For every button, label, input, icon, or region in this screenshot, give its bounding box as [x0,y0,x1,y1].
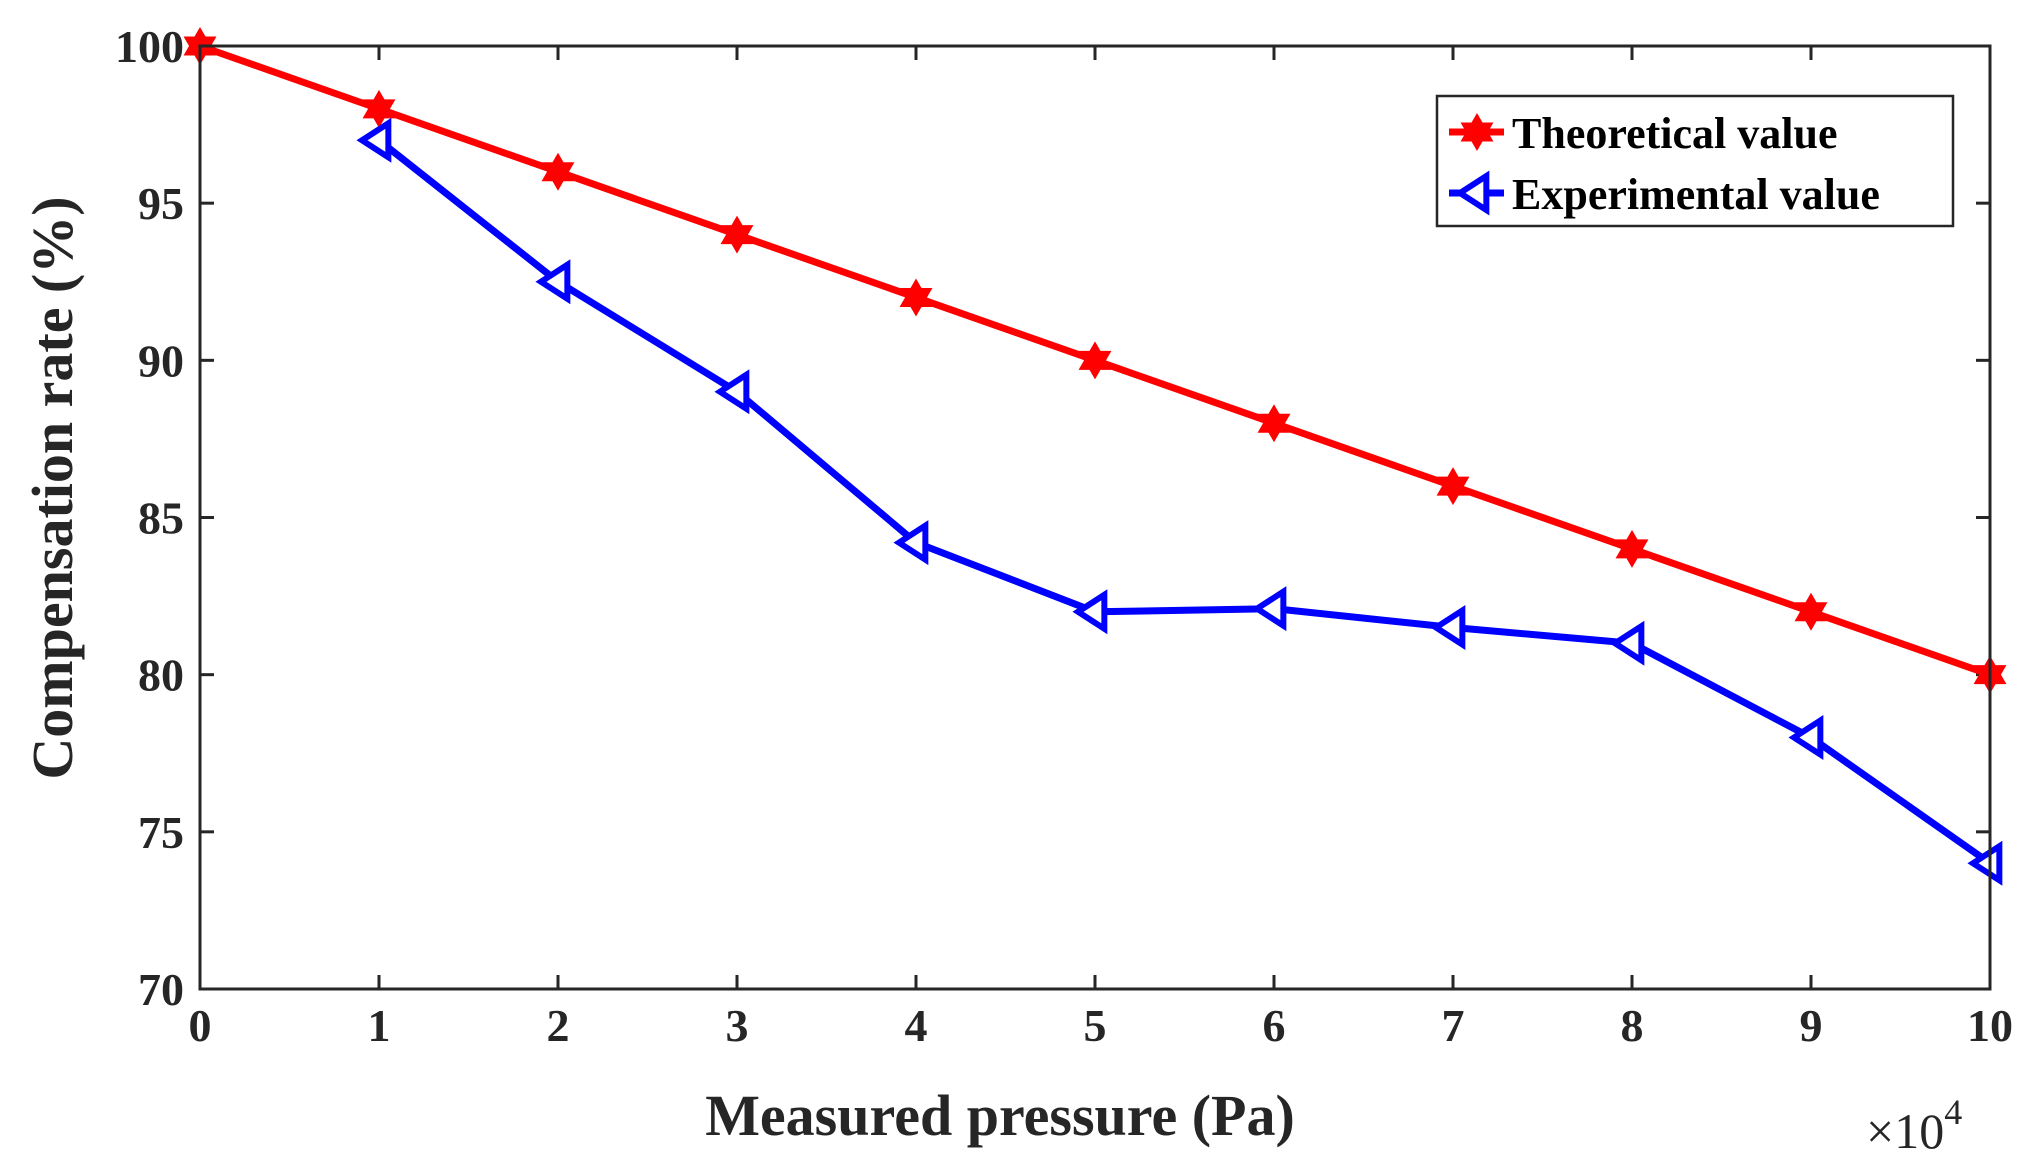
y-tick-labels: 70 75 80 85 90 95 100 [115,21,184,1015]
legend-marker-symbol-theoretical-value [1460,112,1494,152]
x-tick-label: 4 [905,1000,928,1051]
data-point-theoretical-value-tri-down [1257,413,1291,443]
legend-label-experimental: Experimental value [1512,170,1880,219]
legend: Theoretical value Experimental value [1435,94,1955,228]
x-exponent-prefix: ×10 [1866,1103,1944,1159]
data-point-theoretical-value [899,278,933,317]
data-point-theoretical-value [1615,529,1649,568]
x-tick-label: 9 [1800,1000,1823,1051]
data-point-experimental-value [1788,715,1824,761]
svg-text:×104: ×104 [1866,1092,1962,1159]
x-exponent-label: ×104 [1866,1092,1962,1159]
data-point-experimental-value [1609,620,1645,666]
legend-marker-symbol-theoretical-value-tri-down [1460,122,1494,152]
plot-area-frame [198,44,1992,991]
x-tick-label: 10 [1967,1000,2013,1051]
data-point-experimental-value [535,259,571,305]
data-point-theoretical-value [720,215,754,254]
data-point-theoretical-value [362,89,396,128]
series-line-experimental-value [375,136,1994,867]
data-point-experimental-value [1967,840,2003,886]
legend-entry-experimental: Experimental value [1449,170,1880,219]
x-tick-label: 8 [1621,1000,1644,1051]
series-experimental-value [356,117,2003,886]
y-tick-label: 90 [138,335,184,386]
series-theoretical-value [183,26,2007,694]
legend-entry-theoretical: Theoretical value [1449,109,1837,158]
legend-marker-experimental [1454,170,1490,216]
data-point-theoretical-value-tri-down [1615,539,1649,568]
x-tick-labels: 0 1 2 3 4 5 6 7 8 9 10 [189,1000,2014,1051]
data-point-experimental-value [1430,605,1466,651]
data-point-theoretical-value-tri-down [1794,602,1828,631]
series-layer [183,26,2007,886]
y-tick-label: 70 [138,964,184,1015]
x-exponent-power: 4 [1944,1092,1962,1132]
data-point-experimental-value [893,520,929,566]
data-point-theoretical-value [1078,341,1112,380]
x-tick-label: 7 [1442,1000,1465,1051]
data-point-theoretical-value [541,152,575,191]
y-axis-label: Compensation rate (%) [20,196,85,779]
legend-marker-theoretical [1460,112,1494,152]
y-tick-label: 95 [138,178,184,229]
x-tick-label: 3 [726,1000,749,1051]
y-tick-label: 80 [138,650,184,701]
data-point-theoretical-value [1794,592,1828,631]
data-point-experimental-value [1251,586,1287,632]
data-point-theoretical-value-tri-down [899,287,933,317]
x-tick-label: 1 [368,1000,391,1051]
y-tick-label: 85 [138,493,184,544]
data-point-theoretical-value-tri-down [1436,476,1470,506]
y-tick-label: 100 [115,21,184,72]
data-point-theoretical-value-tri-down [1078,350,1112,380]
data-point-theoretical-value [1436,467,1470,506]
legend-marker-symbol-experimental-value [1454,170,1490,216]
data-point-theoretical-value-tri-down [720,225,754,254]
data-point-theoretical-value-tri-down [541,162,575,191]
data-point-theoretical-value-tri-down [362,99,396,128]
y-tick-label: 75 [138,807,184,858]
x-tick-label: 0 [189,1000,212,1051]
legend-box [1435,94,1955,228]
legend-label-theoretical: Theoretical value [1512,109,1837,158]
x-axis-label: Measured pressure (Pa) [705,1083,1295,1148]
data-point-experimental-value [1072,589,1108,635]
data-point-theoretical-value [1257,404,1291,443]
data-point-experimental-value [714,369,750,415]
x-tick-label: 2 [547,1000,570,1051]
x-tick-label: 5 [1084,1000,1107,1051]
x-tick-label: 6 [1263,1000,1286,1051]
data-point-experimental-value [356,117,392,163]
